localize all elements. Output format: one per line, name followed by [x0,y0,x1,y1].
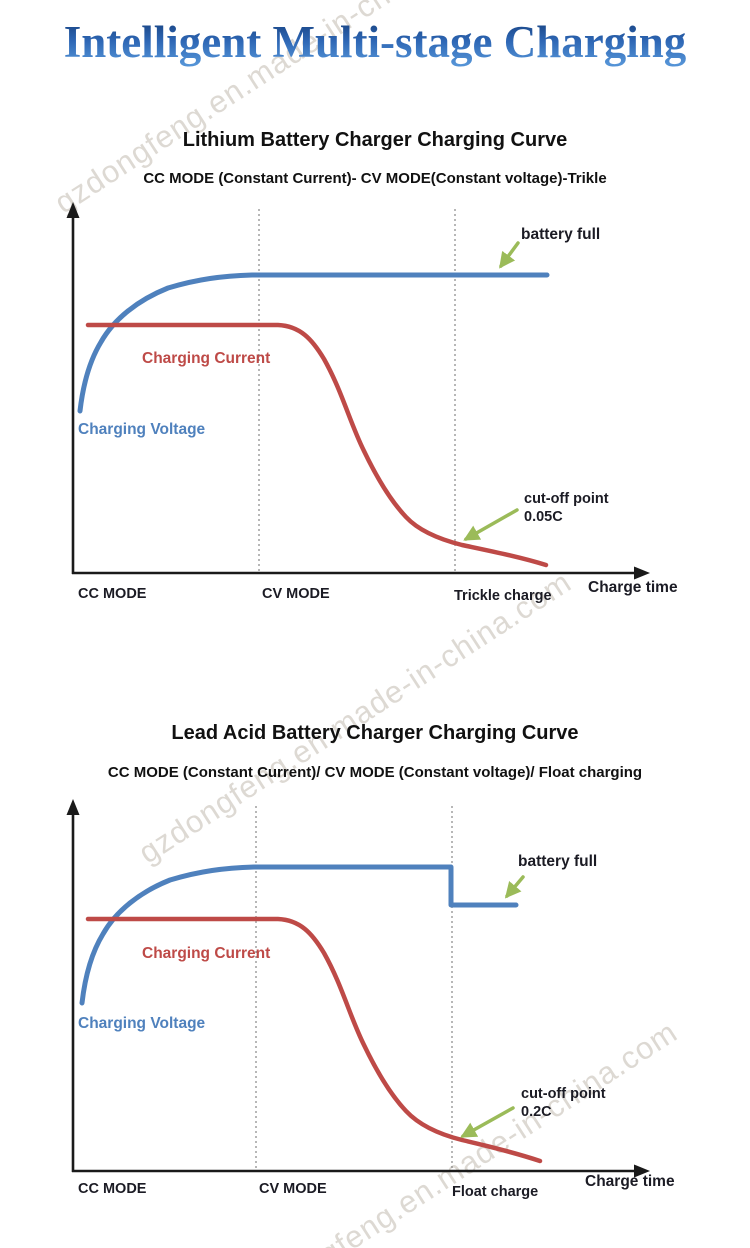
y-axis-arrowhead [66,202,80,218]
lithium-plot [66,202,650,580]
charging-current-curve [85,916,543,1164]
zone-label-cv-mode: CV MODE [262,586,330,602]
y-axis-arrowhead [66,799,80,815]
cutoff-label: cut-off point 0.2C [521,1085,606,1121]
x-axis-label: Charge time [588,579,678,596]
x-axis-arrowhead [634,1164,650,1178]
zone-label-float-charge: Float charge [452,1184,539,1200]
x-axis-label: Charge time [585,1173,675,1190]
charging-voltage-curve [77,272,550,414]
battery-full-label: battery full [518,853,598,870]
cutoff-label-line2: 0.05C [524,509,563,525]
x-axis-arrowhead [634,566,650,580]
lead-acid-chart-title: Lead Acid Battery Charger Charging Curve [171,722,579,744]
zone-label-cc-mode: CC MODE [78,1181,147,1197]
cutoff-arrow [460,1106,515,1138]
charging-current-label: Charging Current [142,945,271,962]
lithium-chart-title: Lithium Battery Charger Charging Curve [182,129,568,151]
lead-acid-plot [66,799,650,1178]
charging-voltage-label: Charging Voltage [78,421,206,438]
cutoff-arrow [463,508,519,541]
battery-full-label: battery full [521,226,601,243]
lead-acid-chart-subtitle: CC MODE (Constant Current)/ CV MODE (Con… [107,764,643,781]
zone-label-cc-mode: CC MODE [78,586,147,602]
cutoff-label: cut-off point 0.05C [524,490,609,526]
lithium-chart-subtitle: CC MODE (Constant Current)- CV MODE(Cons… [143,170,607,187]
cutoff-label-line1: cut-off point [524,491,609,507]
charging-current-curve [85,322,549,568]
zone-label-trickle-charge: Trickle charge [454,588,552,604]
cutoff-label-line2: 0.2C [521,1104,552,1120]
charging-voltage-label: Charging Voltage [78,1015,206,1032]
charging-voltage-curve [79,864,519,1006]
battery-full-arrow [504,875,525,899]
charging-current-label: Charging Current [142,350,271,367]
battery-full-arrow [499,241,520,269]
cutoff-label-line1: cut-off point [521,1086,606,1102]
zone-label-cv-mode: CV MODE [259,1181,327,1197]
page-title: Intelligent Multi-stage Charging [0,16,750,68]
